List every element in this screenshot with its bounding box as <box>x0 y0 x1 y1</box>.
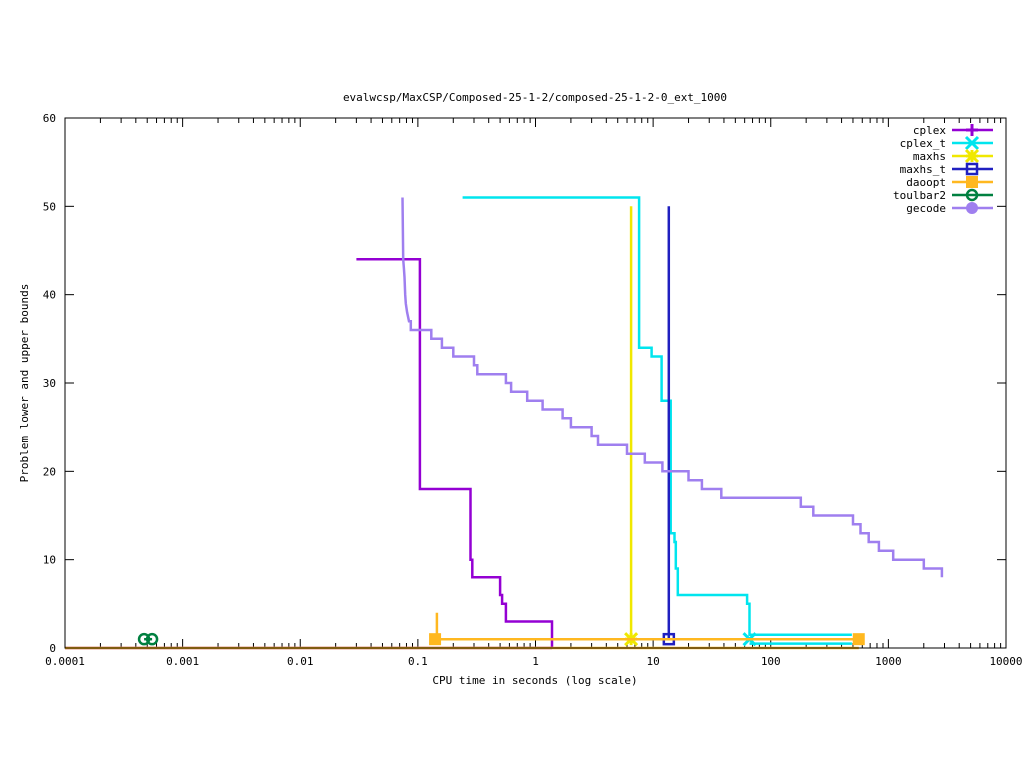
series-marker <box>965 162 979 176</box>
x-tick-label: 0.01 <box>287 655 314 668</box>
x-tick-label: 10 <box>647 655 660 668</box>
y-tick-label: 30 <box>43 377 56 390</box>
y-tick-label: 10 <box>43 554 56 567</box>
series-marker <box>429 633 442 646</box>
series-marker <box>145 632 159 646</box>
legend-item: gecode <box>906 202 993 215</box>
series-upper-line <box>401 197 944 578</box>
series-marker <box>852 633 865 646</box>
series-maxhs-t <box>662 206 676 646</box>
series-marker <box>964 135 980 151</box>
legend-label: daoopt <box>906 176 946 189</box>
legend-item: toulbar2 <box>893 188 993 202</box>
y-axis-label: Problem lower and upper bounds <box>18 284 31 483</box>
x-tick-label: 0.001 <box>166 655 199 668</box>
legend-label: maxhs_t <box>900 163 946 176</box>
y-tick-label: 20 <box>43 465 56 478</box>
legend-label: cplex_t <box>900 137 946 150</box>
series-marker <box>964 148 980 164</box>
legend-item: cplex_t <box>900 135 993 151</box>
y-tick-label: 50 <box>43 200 56 213</box>
series-marker <box>137 632 151 646</box>
plot-frame <box>64 117 1007 649</box>
series-toulbar2 <box>137 632 159 646</box>
legend-item: cplex <box>913 124 993 137</box>
series-gecode <box>401 197 944 578</box>
axes: 0.0001 0.001 0.01 0.1 1 10 100 1000 10000 0 10 20 30… <box>43 112 1023 668</box>
series-layer <box>65 196 944 650</box>
legend-item: maxhs <box>913 148 993 164</box>
x-tick-label: 0.1 <box>408 655 428 668</box>
legend-label: toulbar2 <box>893 189 946 202</box>
series-marker <box>966 124 978 136</box>
x-tick-label: 0.0001 <box>45 655 85 668</box>
legend-label: gecode <box>906 202 946 215</box>
y-tick-label: 40 <box>43 289 56 302</box>
x-tick-label: 10000 <box>989 655 1022 668</box>
legend: cplexcplex_tmaxhsmaxhs_tdaoopttoulbar2ge… <box>893 124 993 215</box>
x-axis-label: CPU time in seconds (log scale) <box>432 674 637 687</box>
x-tick-label: 1000 <box>875 655 902 668</box>
y-tick-label: 0 <box>49 642 56 655</box>
x-tick-label: 100 <box>761 655 781 668</box>
chart-title: evalwcsp/MaxCSP/Composed-25-1-2/composed… <box>343 91 727 104</box>
y-tick-label: 60 <box>43 112 56 125</box>
series-maxhs <box>624 206 639 647</box>
legend-item: maxhs_t <box>900 162 993 176</box>
series-marker <box>965 188 979 202</box>
legend-label: cplex <box>913 124 946 137</box>
x-tick-label: 1 <box>532 655 539 668</box>
series-upper-line <box>356 258 554 648</box>
series-marker <box>966 202 978 214</box>
legend-item: daoopt <box>906 176 993 189</box>
series-marker <box>966 176 978 188</box>
series-cplex <box>65 258 554 650</box>
series-upper-line <box>462 196 852 637</box>
legend-label: maxhs <box>913 150 946 163</box>
series-cplex-t <box>462 196 852 647</box>
